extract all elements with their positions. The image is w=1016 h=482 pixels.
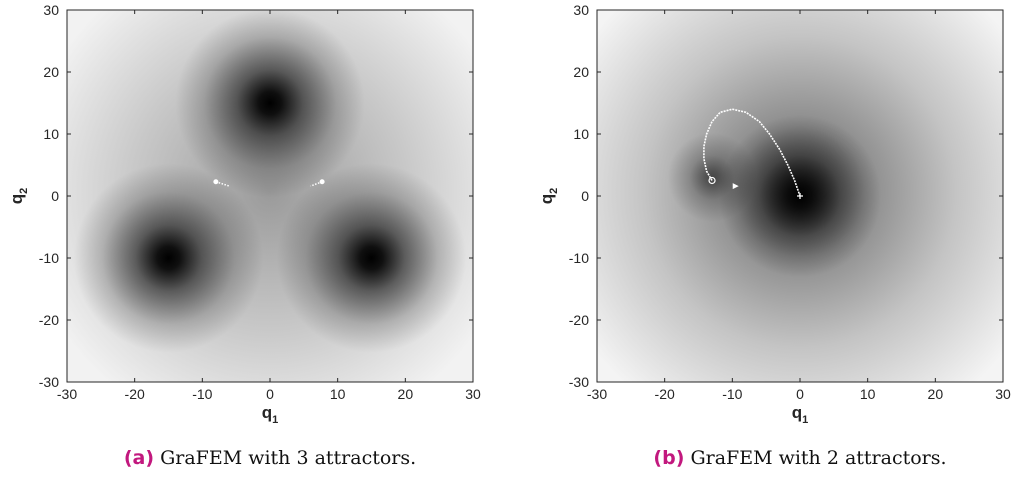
panel-b-ytick-label: -10 (569, 250, 589, 266)
panel-a-ytick-label: 20 (43, 64, 59, 80)
panel-a-ytick-label: 10 (43, 126, 59, 142)
panel-a-xtick-label: -20 (125, 386, 145, 402)
panel-a-attractor-well (276, 163, 467, 353)
panel-b-ytick-label: 20 (573, 64, 589, 80)
panel-a-ytick-label: 0 (51, 188, 59, 204)
panel-a-plot: -30 -20 -10 0 10 20 30 -30 -20 -10 0 10 20 30 q1 q2 (7, 2, 481, 426)
panel-a-xlabel: q1 (262, 403, 279, 426)
panel-a-ytick-label: -30 (39, 374, 59, 390)
panel-b-ytick-label: 30 (573, 2, 589, 18)
panel-b-xtick-label: -30 (587, 386, 607, 402)
panel-b-ytick-label: 0 (581, 188, 589, 204)
panel-a-ylabel: q2 (7, 188, 30, 205)
panel-a-tag: (a) (123, 447, 155, 469)
panel-a-ytick-label: -10 (39, 250, 59, 266)
panel-b-xtick-label: 10 (860, 386, 876, 402)
panel-a-attractor-well (73, 163, 264, 353)
panel-a-xtick-label: -30 (57, 386, 77, 402)
panel-a-trajectory-marker (319, 179, 325, 185)
panel-a-xtick-label: 30 (465, 386, 481, 402)
panel-b-tag: (b) (653, 447, 685, 469)
panel-b-trajectory-start (708, 176, 716, 185)
panel-b-xtick-label: 20 (928, 386, 944, 402)
panel-b-xtick-label: -10 (722, 386, 742, 402)
panel-a-xtick-label: -10 (192, 386, 212, 402)
panel-b-xtick-label: -20 (655, 386, 675, 402)
panel-b-caption: (b) GraFEM with 2 attractors. (600, 447, 1000, 469)
panel-b-plot: -30 -20 -10 0 10 20 30 -30 -20 -10 0 10 20 30 q1 q2 (537, 2, 1011, 426)
panel-a-trajectory-segment (310, 181, 323, 187)
panel-b-xtick-label: 30 (995, 386, 1011, 402)
panel-a-trajectory-marker (213, 179, 219, 185)
panel-b-trajectory-line (703, 108, 801, 197)
panel-a-ytick-label: 30 (43, 2, 59, 18)
panel-b-xlabel: q1 (792, 403, 809, 426)
panel-b-ytick-label: -20 (569, 312, 589, 328)
panel-b-ytick-label: -30 (569, 374, 589, 390)
panel-a-xtick-label: 20 (398, 386, 414, 402)
panel-b-caption-text: GraFEM with 2 attractors. (690, 447, 947, 469)
panel-a-xtick-label: 0 (266, 386, 274, 402)
panel-b-xtick-label: 0 (796, 386, 804, 402)
panel-a-trajectory-segment (215, 181, 230, 187)
panel-a-caption-text: GraFEM with 3 attractors. (160, 447, 417, 469)
panel-a-ytick-label: -20 (39, 312, 59, 328)
panel-a-caption: (a) GraFEM with 3 attractors. (70, 447, 470, 469)
panel-b-trajectory-end (797, 193, 803, 199)
panel-b-ylabel: q2 (537, 188, 560, 205)
panel-a-xtick-label: 10 (330, 386, 346, 402)
panel-b-ytick-label: 10 (573, 126, 589, 142)
panel-a-attractor-well (175, 10, 365, 198)
panel-b-extra-marker (732, 183, 739, 190)
